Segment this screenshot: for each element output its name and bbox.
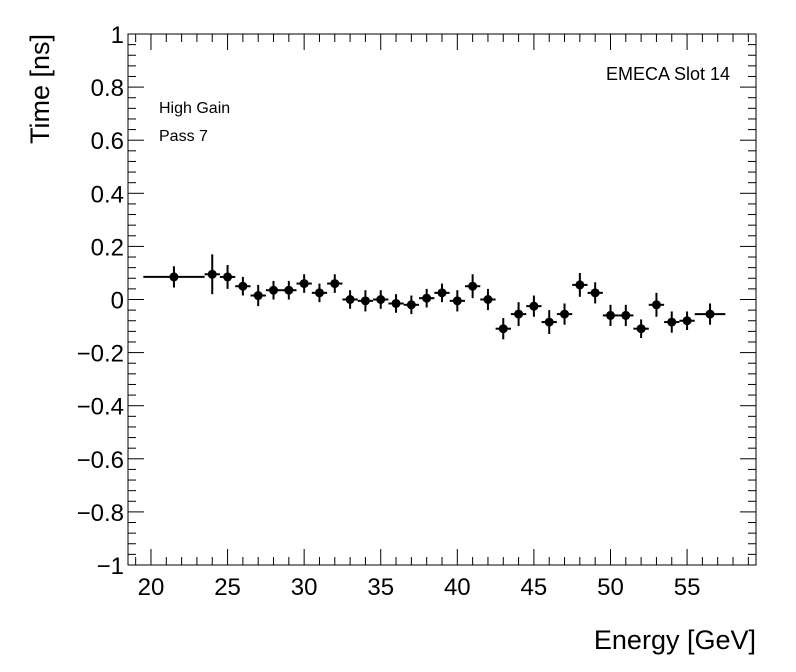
- data-point: [235, 276, 251, 296]
- data-point: [556, 303, 573, 325]
- data-point: [618, 304, 634, 327]
- point-marker: [468, 281, 478, 291]
- data-point: [403, 295, 420, 315]
- data-point: [602, 304, 619, 327]
- point-marker: [330, 279, 340, 289]
- data-point: [327, 274, 343, 293]
- y-tick-label: −0.2: [77, 341, 124, 368]
- point-marker: [376, 295, 386, 304]
- data-point: [694, 303, 726, 325]
- data-point: [388, 294, 404, 313]
- point-marker: [391, 298, 401, 308]
- data-point: [541, 310, 557, 335]
- point-marker: [483, 295, 493, 304]
- data-point: [648, 292, 665, 317]
- y-tick-label: −0.4: [77, 394, 124, 421]
- x-tick-label: 35: [367, 574, 394, 601]
- point-marker: [651, 300, 661, 310]
- slot-annotation: EMECA Slot 14: [606, 64, 730, 84]
- y-tick-label: 0.8: [91, 75, 124, 102]
- data-point: [449, 290, 465, 312]
- data-point: [342, 290, 358, 309]
- data-point: [296, 274, 312, 293]
- point-marker: [284, 285, 294, 295]
- point-marker: [422, 293, 432, 303]
- data-point: [250, 284, 266, 307]
- point-marker: [345, 295, 355, 304]
- point-marker: [514, 309, 524, 319]
- data-point: [419, 288, 435, 308]
- point-marker: [406, 300, 416, 310]
- point-marker: [314, 288, 324, 298]
- x-axis-title: Energy [GeV]: [594, 625, 756, 655]
- data-point: [526, 295, 542, 317]
- pass-annotation: Pass 7: [159, 128, 208, 145]
- point-marker: [360, 296, 370, 306]
- x-tick-label: 55: [674, 574, 701, 601]
- data-point: [219, 264, 236, 289]
- axis-ticks: [128, 33, 756, 566]
- point-marker: [169, 272, 179, 282]
- data-point: [434, 283, 450, 303]
- data-point: [495, 318, 511, 340]
- y-axis-title: Time [ns]: [25, 34, 55, 144]
- data-point: [357, 290, 374, 312]
- y-tick-label: 0.2: [91, 234, 124, 261]
- point-marker: [253, 291, 263, 301]
- x-tick-label: 30: [291, 574, 318, 601]
- point-marker: [269, 285, 279, 295]
- data-point: [281, 280, 297, 300]
- axis-tick-labels: 20 25 30 35 40 45 50 55 −1 −0.8 −0.6 −0.4 −0.2 0 0.2 0.…: [77, 22, 701, 601]
- point-marker: [575, 280, 585, 290]
- data-point: [510, 302, 527, 327]
- x-tick-label: 45: [521, 574, 548, 601]
- point-marker: [437, 288, 447, 298]
- data-point: [633, 319, 649, 338]
- x-tick-label: 50: [597, 574, 624, 601]
- data-points: [143, 254, 726, 340]
- point-marker: [636, 324, 646, 334]
- data-point: [679, 311, 695, 331]
- y-tick-label: 0.6: [91, 128, 124, 155]
- data-point: [587, 282, 603, 304]
- data-point: [311, 283, 328, 303]
- x-tick-label: 40: [444, 574, 471, 601]
- data-point: [480, 288, 496, 311]
- point-marker: [238, 281, 248, 291]
- point-marker: [223, 272, 233, 282]
- point-marker: [299, 279, 309, 289]
- point-marker: [682, 316, 692, 326]
- point-marker: [621, 310, 631, 320]
- point-marker: [560, 309, 570, 319]
- x-tick-label: 20: [138, 574, 165, 601]
- data-point: [143, 266, 205, 288]
- data-point: [373, 290, 389, 309]
- gain-annotation: High Gain: [159, 100, 230, 117]
- point-marker: [544, 317, 554, 327]
- point-marker: [705, 309, 715, 319]
- data-point: [204, 254, 220, 295]
- point-marker: [207, 269, 217, 279]
- x-tick-label: 25: [214, 574, 241, 601]
- y-tick-label: −1: [97, 553, 124, 580]
- y-tick-label: 1: [111, 22, 124, 49]
- y-tick-label: 0: [111, 288, 124, 315]
- point-marker: [498, 324, 508, 334]
- point-marker: [452, 296, 462, 306]
- data-point: [572, 272, 588, 297]
- point-marker: [590, 288, 600, 298]
- data-point: [265, 280, 282, 300]
- data-point: [664, 311, 680, 333]
- point-marker: [667, 317, 677, 327]
- y-tick-label: −0.6: [77, 447, 124, 474]
- point-marker: [605, 310, 615, 320]
- y-tick-label: 0.4: [91, 181, 124, 208]
- y-tick-label: −0.8: [77, 500, 124, 527]
- point-marker: [529, 301, 539, 311]
- data-point: [464, 274, 481, 299]
